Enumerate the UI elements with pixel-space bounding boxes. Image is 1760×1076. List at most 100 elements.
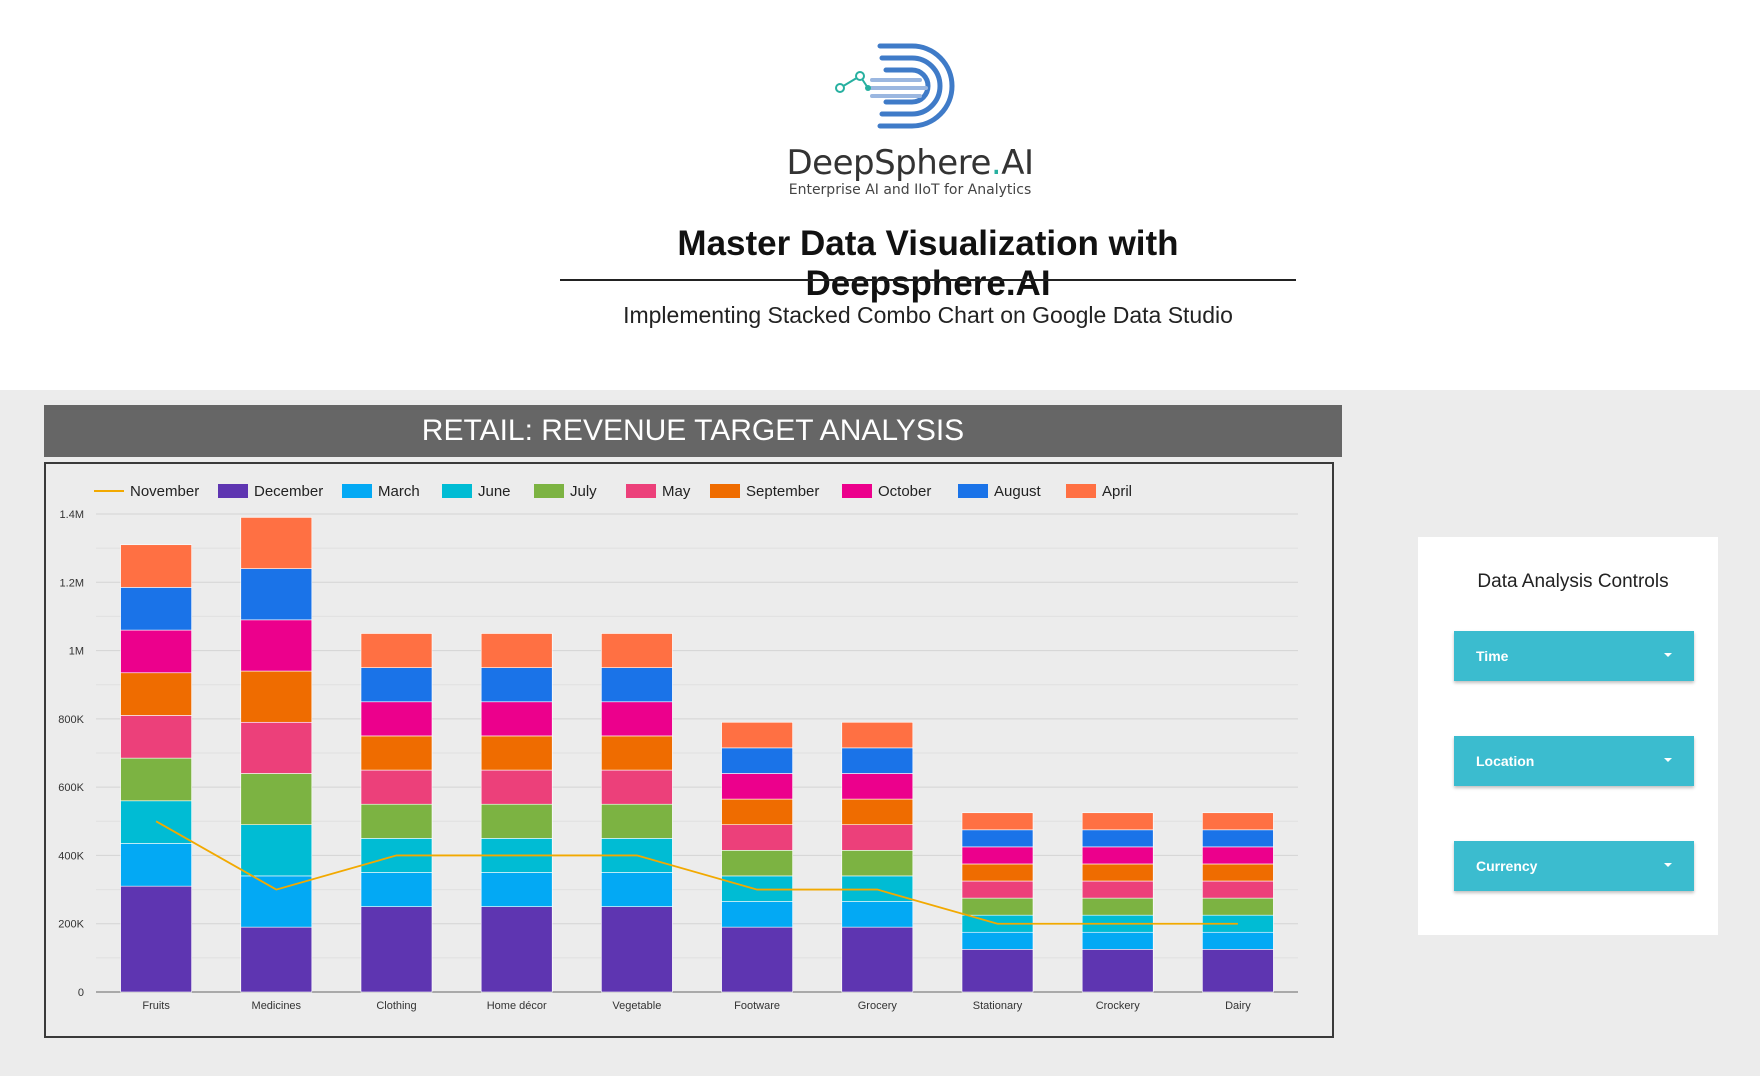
y-tick-label: 800K — [58, 714, 84, 726]
legend-label: July — [570, 483, 597, 500]
legend-swatch — [958, 484, 988, 498]
legend-label: March — [378, 483, 420, 500]
bar-segment — [1081, 812, 1154, 831]
bar-segment — [601, 735, 673, 771]
bar-segment — [601, 633, 673, 668]
bar-segment — [721, 901, 793, 928]
chevron-down-icon — [1664, 758, 1672, 762]
x-tick-label: Medicines — [252, 1000, 302, 1012]
bar-segment — [480, 769, 553, 805]
bar-segment — [240, 670, 313, 723]
legend-label: November — [130, 483, 199, 500]
bar-segment — [961, 880, 1034, 899]
bar-segment — [120, 587, 192, 631]
bar-segment — [601, 803, 673, 839]
bar-segment — [240, 926, 313, 993]
page-subtitle: Implementing Stacked Combo Chart on Goog… — [623, 302, 1233, 328]
bar-segment — [601, 701, 673, 737]
bar-segment — [1202, 863, 1274, 882]
bar-segment — [721, 824, 793, 851]
time-dropdown-label: Time — [1476, 648, 1509, 664]
bar-segment — [841, 926, 914, 993]
x-tick-label: Home décor — [487, 1000, 547, 1012]
bar-segment — [1202, 897, 1274, 916]
chevron-down-icon — [1664, 653, 1672, 657]
bar-segment — [480, 872, 553, 907]
y-tick-label: 1.2M — [60, 577, 84, 589]
bar-segment — [1081, 931, 1154, 950]
legend-label: May — [662, 483, 691, 500]
bar-segment — [360, 633, 433, 668]
bar-segment — [240, 721, 313, 774]
legend-swatch — [442, 484, 472, 498]
bar-segment — [961, 812, 1034, 831]
bar-segment — [240, 824, 313, 877]
location-dropdown-label: Location — [1476, 753, 1535, 769]
bar-segment — [841, 850, 914, 877]
bar-segment — [240, 619, 313, 672]
controls-title: Data Analysis Controls — [1477, 571, 1669, 592]
bar-segment — [240, 568, 313, 621]
bar-segment — [1202, 949, 1274, 993]
bar-segment — [721, 773, 793, 800]
time-dropdown[interactable]: Time — [1454, 631, 1694, 681]
bar-segment — [360, 701, 433, 737]
bar-segment — [360, 667, 433, 703]
bar-segment — [1081, 897, 1154, 916]
bar-segment — [961, 949, 1034, 993]
bar-segment — [120, 885, 192, 993]
currency-dropdown-label: Currency — [1476, 858, 1538, 874]
page-title: Master Data Visualization with Deepspher… — [677, 224, 1179, 303]
bar-segment — [120, 544, 192, 588]
bar-segment — [480, 667, 553, 703]
bar-segment — [480, 633, 553, 668]
chart-svg: 0 200K 400K 600K 800K 1M 1.2M 1.4M Fruits Medicin… — [58, 483, 1298, 1012]
bar-segment — [961, 931, 1034, 950]
legend-swatch — [710, 484, 740, 498]
chart-banner: RETAIL: REVENUE TARGET ANALYSIS — [44, 405, 1342, 457]
legend-swatch — [842, 484, 872, 498]
bar-segment — [961, 829, 1034, 848]
bar-segment — [480, 906, 553, 993]
y-tick-label: 400K — [58, 850, 84, 862]
bar-segment — [240, 517, 313, 569]
bar-segment — [360, 803, 433, 839]
legend-swatch — [218, 484, 248, 498]
x-tick-label: Stationary — [973, 1000, 1023, 1012]
bar-segment — [480, 701, 553, 737]
bar-segment — [721, 747, 793, 774]
bar-segment — [601, 769, 673, 805]
november-line — [155, 820, 1238, 925]
bar-segment — [1081, 863, 1154, 882]
bar-segment — [240, 875, 313, 928]
currency-dropdown[interactable]: Currency — [1454, 841, 1694, 891]
bar-segment — [961, 846, 1034, 865]
bar-segment — [601, 872, 673, 907]
bar-segment — [360, 735, 433, 771]
bar-segment — [721, 721, 793, 749]
legend-label: October — [878, 483, 931, 500]
bar-segment — [480, 735, 553, 771]
bar-segment — [1202, 829, 1274, 848]
bar-segment — [120, 715, 192, 759]
x-tick-label: Grocery — [858, 1000, 898, 1012]
bar-segment — [360, 872, 433, 907]
bar-segment — [841, 721, 914, 749]
x-tick-label: Clothing — [376, 1000, 416, 1012]
x-tick-label: Crockery — [1096, 1000, 1141, 1012]
bar-segment — [240, 773, 313, 826]
brand-name: DeepSphere.AI — [786, 143, 1035, 183]
legend-label: June — [478, 483, 511, 500]
bar-segment — [721, 850, 793, 877]
bar-segment — [1202, 880, 1274, 899]
bar-segment — [120, 843, 192, 887]
bar-segment — [841, 824, 914, 851]
bar-segment — [480, 803, 553, 839]
legend-label: September — [746, 483, 819, 500]
bar-segment — [1202, 846, 1274, 865]
bar-segment — [961, 897, 1034, 916]
location-dropdown[interactable]: Location — [1454, 736, 1694, 786]
chevron-down-icon — [1664, 863, 1672, 867]
x-tick-label: Vegetable — [612, 1000, 661, 1012]
bar-segment — [1202, 931, 1274, 950]
